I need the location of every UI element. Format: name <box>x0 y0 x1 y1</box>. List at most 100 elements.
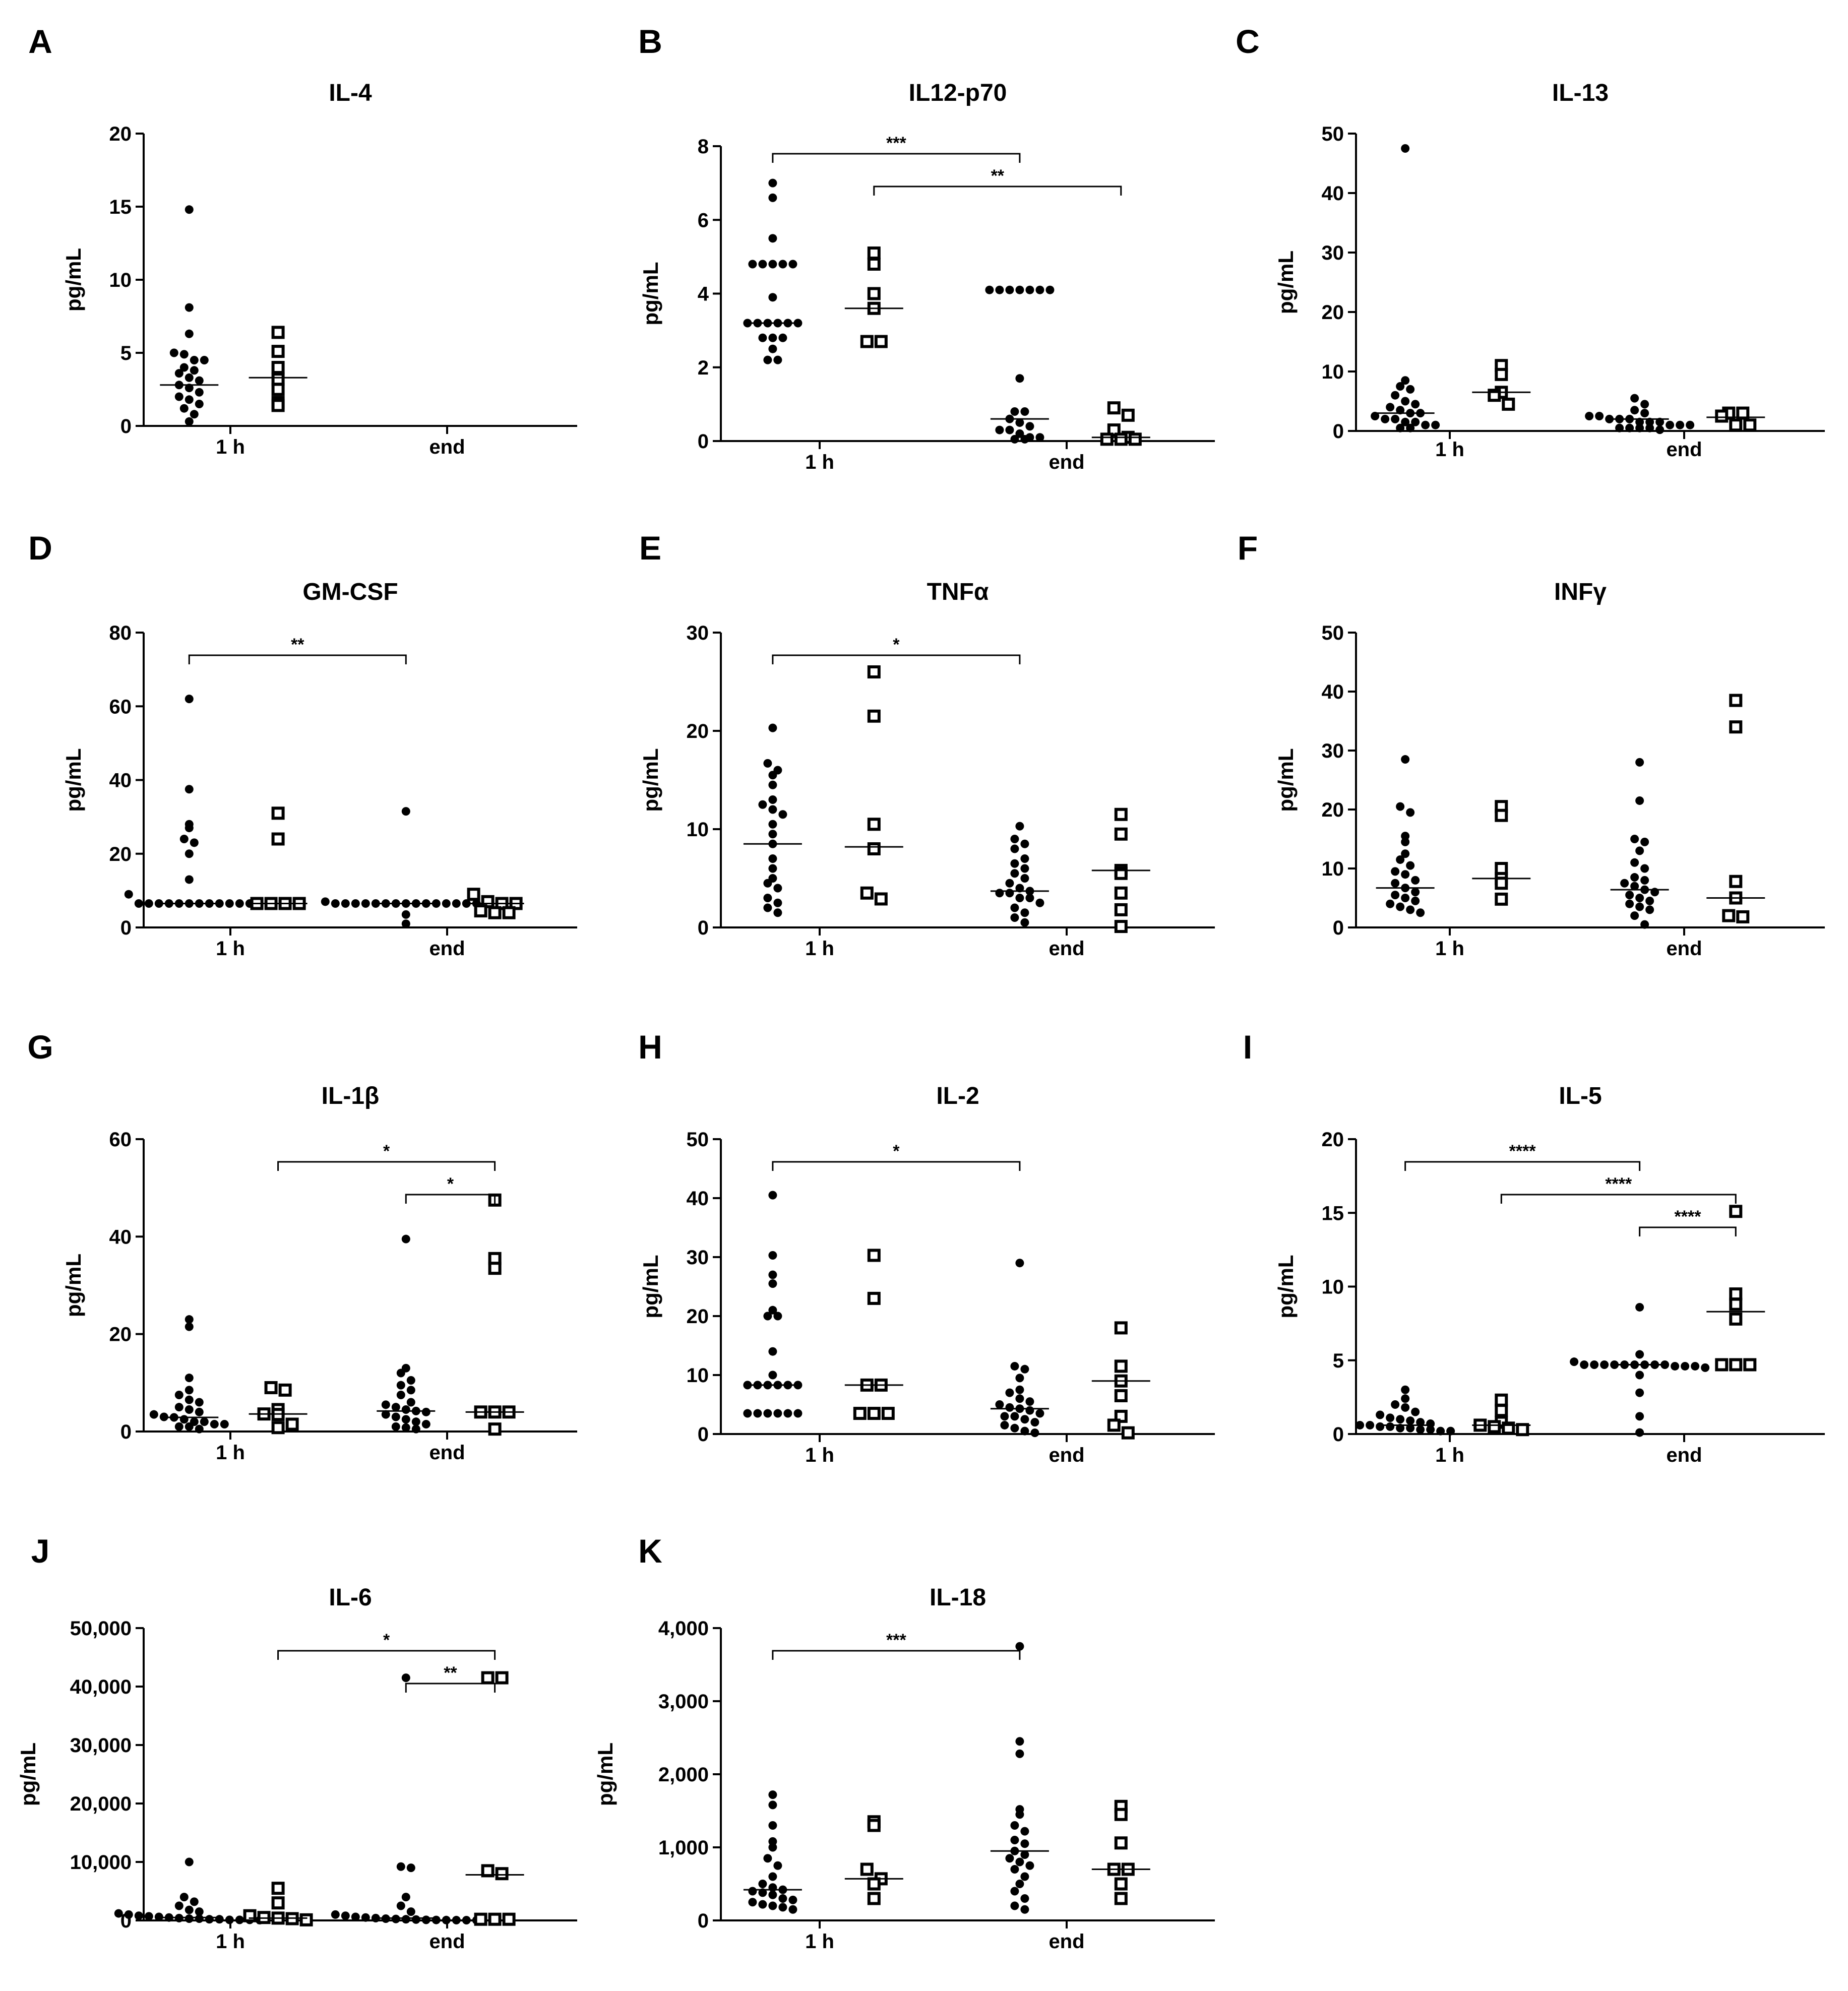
data-point <box>1391 891 1400 900</box>
x-tick-label: 1 h <box>1435 1444 1464 1466</box>
y-tick-label: 4,000 <box>658 1617 709 1640</box>
y-tick-label: 10,000 <box>70 1851 132 1874</box>
significance-bracket <box>188 654 407 664</box>
panel-letter: J <box>31 1532 50 1570</box>
data-point <box>184 875 194 884</box>
y-tick-label: 50,000 <box>70 1617 132 1640</box>
data-point <box>1722 909 1736 922</box>
data-point <box>406 1386 415 1395</box>
data-point <box>1655 417 1665 426</box>
x-tick-label: end <box>429 1442 465 1464</box>
panel-h: H IL-2 0 10 20 30 40 50 pg/mL 1 h end * <box>638 1028 1215 1466</box>
y-tick-label: 30 <box>687 622 709 644</box>
data-point <box>467 888 480 901</box>
data-point <box>190 366 199 375</box>
data-point <box>488 1912 502 1926</box>
data-point <box>401 1893 410 1902</box>
data-point <box>768 1883 777 1892</box>
x-tick-label: 1 h <box>216 1931 245 1953</box>
data-point <box>174 1391 183 1399</box>
data-point <box>1015 1642 1024 1651</box>
data-point <box>867 1877 881 1891</box>
data-point <box>1005 425 1014 434</box>
data-point <box>1630 406 1639 415</box>
data-point <box>1635 1350 1644 1359</box>
data-point <box>1401 417 1410 426</box>
panel-letter: C <box>1236 23 1260 60</box>
data-point <box>271 1882 285 1895</box>
data-point <box>195 1398 204 1407</box>
data-point <box>1671 1361 1680 1371</box>
y-tick-label: 2 <box>698 357 709 379</box>
data-point <box>210 1420 219 1428</box>
data-point <box>174 1403 183 1412</box>
significance-bracket <box>1639 1226 1737 1236</box>
data-point <box>768 1843 777 1852</box>
data-point <box>1035 285 1044 294</box>
data-point <box>867 1819 881 1832</box>
data-point <box>1010 1836 1019 1844</box>
data-point <box>867 258 881 271</box>
data-point <box>1396 802 1405 811</box>
y-tick-label: 0 <box>120 1421 132 1443</box>
data-point <box>462 1916 471 1925</box>
data-point <box>1396 902 1405 911</box>
data-point <box>351 899 360 908</box>
y-tick-label: 20 <box>1322 301 1344 324</box>
data-point <box>341 899 350 908</box>
data-point <box>421 1915 430 1924</box>
data-point <box>1020 839 1029 848</box>
data-point <box>195 400 204 408</box>
data-point <box>748 260 757 269</box>
data-point <box>1114 920 1128 934</box>
data-point <box>1488 1420 1501 1434</box>
data-point <box>1045 285 1055 294</box>
data-point <box>271 345 285 358</box>
data-point <box>195 1424 204 1434</box>
data-point <box>1015 1749 1024 1758</box>
data-point <box>1015 1810 1024 1819</box>
y-tick-label: 20 <box>109 843 132 865</box>
data-point <box>391 1412 400 1421</box>
y-tick-label: 15 <box>1322 1202 1344 1224</box>
data-point <box>788 260 797 269</box>
data-point <box>1446 1426 1455 1436</box>
significance-label: ** <box>444 1663 457 1683</box>
chart-title: IL12-p70 <box>909 80 1007 106</box>
y-tick-label: 10 <box>1322 858 1344 880</box>
data-point <box>184 417 194 426</box>
data-point <box>1401 870 1410 879</box>
data-point <box>184 1857 194 1866</box>
y-tick-label: 5 <box>120 342 132 364</box>
chart-title: IL-13 <box>1552 80 1609 106</box>
data-point <box>361 1913 370 1922</box>
data-point <box>1516 1423 1529 1437</box>
significance-label: **** <box>1509 1142 1536 1161</box>
data-point <box>278 1383 292 1397</box>
data-point <box>1495 1404 1508 1417</box>
data-point <box>1736 406 1750 420</box>
data-point <box>768 1191 777 1200</box>
data-point <box>401 1915 410 1924</box>
significance-label: **** <box>1675 1207 1702 1226</box>
panel-letter: H <box>638 1028 662 1066</box>
data-point <box>421 1420 430 1428</box>
data-point <box>763 1312 772 1321</box>
data-point <box>1605 414 1614 423</box>
data-point <box>1025 894 1034 902</box>
data-point <box>867 287 881 300</box>
data-point <box>184 1395 194 1404</box>
data-point <box>432 1915 441 1924</box>
data-point <box>235 1915 244 1924</box>
data-point <box>768 193 777 202</box>
x-tick-label: end <box>1666 1444 1702 1466</box>
panel-letter: I <box>1243 1028 1252 1066</box>
x-tick-label: end <box>1049 451 1084 473</box>
data-point <box>1010 859 1019 868</box>
data-point <box>1356 1420 1365 1429</box>
data-point <box>1391 391 1400 400</box>
data-point <box>1114 1877 1128 1891</box>
chart-title: IL-5 <box>1559 1083 1601 1109</box>
chart-title: TNFα <box>927 579 989 605</box>
data-point <box>184 303 194 312</box>
